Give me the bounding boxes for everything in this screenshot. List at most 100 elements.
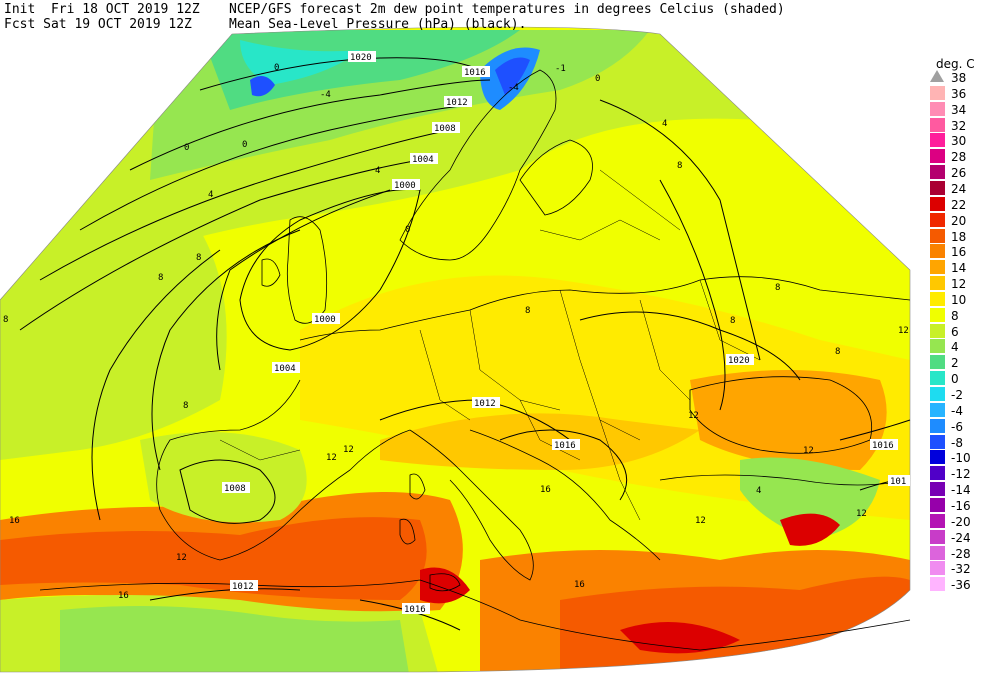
legend-label: -16 bbox=[951, 498, 971, 513]
fcst-line: Fcst Sat 19 OCT 2019 12Z bbox=[4, 18, 192, 32]
isobar-label: 1020 bbox=[728, 356, 750, 366]
legend-label: 22 bbox=[951, 197, 967, 212]
dewpoint-label: 4 bbox=[756, 486, 761, 496]
legend-swatch bbox=[930, 196, 945, 211]
isobar-label: 1008 bbox=[224, 484, 246, 494]
legend-label: 8 bbox=[951, 308, 959, 323]
legend-label: 10 bbox=[951, 292, 967, 307]
init-label: Init bbox=[4, 2, 36, 17]
legend-label: -2 bbox=[951, 388, 963, 402]
legend-swatch bbox=[930, 291, 945, 306]
legend-swatch bbox=[930, 212, 945, 227]
dewpoint-label: 8 bbox=[183, 401, 188, 411]
legend-swatch bbox=[930, 434, 945, 449]
dewpoint-label: 0 bbox=[595, 74, 600, 84]
dewpoint-label: 12 bbox=[856, 509, 867, 519]
dewpoint-label-group: 0 -4 0 -4 -1 0 0 0 4 4 4 8 8 8 8 8 8 8 8… bbox=[3, 63, 909, 601]
dewpoint-label: -4 bbox=[508, 83, 519, 93]
legend-swatch bbox=[930, 402, 945, 417]
dewpoint-label: 8 bbox=[835, 347, 840, 357]
isobar-label: 1016 bbox=[554, 441, 576, 451]
legend-label: 36 bbox=[951, 86, 967, 101]
isobars bbox=[19, 57, 911, 631]
legend-swatch bbox=[930, 545, 945, 560]
legend-title: deg. C bbox=[936, 57, 975, 71]
legend-swatch bbox=[930, 133, 945, 148]
legend-label: 26 bbox=[951, 166, 967, 181]
dewpoint-label: 12 bbox=[898, 326, 909, 336]
isobar-label: 1016 bbox=[404, 605, 426, 615]
legend-swatch bbox=[930, 418, 945, 433]
legend-swatch bbox=[930, 165, 945, 180]
isobar-label: 1012 bbox=[446, 98, 468, 108]
legend-label: 0 bbox=[951, 372, 959, 387]
legend-overflow-arrow-icon bbox=[930, 70, 944, 82]
init-value: Fri 18 OCT 2019 12Z bbox=[50, 2, 200, 17]
dewpoint-label: 16 bbox=[9, 516, 20, 526]
isobar-label: 101 bbox=[890, 477, 906, 487]
country-borders bbox=[219, 169, 761, 521]
dewpoint-label: 16 bbox=[540, 485, 551, 495]
legend-label: 24 bbox=[951, 181, 967, 196]
legend-label: -4 bbox=[951, 403, 963, 418]
legend-swatch bbox=[930, 149, 945, 164]
dewpoint-label: 0 bbox=[184, 143, 189, 153]
legend-swatch bbox=[930, 228, 945, 243]
dewpoint-label: 8 bbox=[196, 253, 201, 263]
dewpoint-label: 8 bbox=[525, 306, 530, 316]
legend-swatch bbox=[930, 323, 945, 338]
legend-swatch bbox=[930, 561, 945, 576]
isobar-label: 1004 bbox=[412, 155, 434, 165]
legend-swatch bbox=[930, 387, 945, 401]
legend-label: -10 bbox=[951, 451, 971, 466]
dewpoint-label: 8 bbox=[3, 315, 8, 325]
legend-swatch bbox=[930, 244, 945, 259]
isobar-label: 1000 bbox=[314, 315, 336, 325]
isobar-label: 1004 bbox=[274, 364, 296, 374]
dewpoint-label: 8 bbox=[730, 316, 735, 326]
dewpoint-label: -4 bbox=[320, 90, 331, 100]
legend-label: -36 bbox=[951, 578, 971, 593]
dewpoint-label: 0 bbox=[274, 63, 279, 73]
legend-label: 18 bbox=[951, 229, 967, 244]
isobar-label-group: 1020 1016 1012 1008 1004 1000 1000 1004 … bbox=[222, 51, 910, 615]
isobar-label: 1000 bbox=[394, 181, 416, 191]
dewpoint-label: 8 bbox=[677, 161, 682, 171]
map-subtitle: Mean Sea-Level Pressure (hPa) (black). bbox=[229, 17, 527, 32]
legend-label: -32 bbox=[951, 562, 971, 577]
map-title: NCEP/GFS forecast 2m dew point temperatu… bbox=[229, 2, 785, 17]
legend-label: 30 bbox=[951, 134, 967, 149]
isobar-label: 1016 bbox=[464, 68, 486, 78]
dewpoint-label: 12 bbox=[695, 516, 706, 526]
legend-label: 38 bbox=[951, 71, 967, 85]
dewpoint-label: 12 bbox=[326, 453, 337, 463]
isobar-label: 1020 bbox=[350, 53, 372, 63]
legend-swatch bbox=[930, 276, 945, 291]
legend-label: 6 bbox=[951, 324, 959, 339]
fcst-value: Sat 19 OCT 2019 12Z bbox=[43, 17, 192, 32]
dewpoint-label: 12 bbox=[343, 445, 354, 455]
legend-swatch bbox=[930, 450, 945, 465]
legend-label: -12 bbox=[951, 467, 971, 482]
legend-label: -6 bbox=[951, 419, 963, 434]
dewpoint-label: 8 bbox=[775, 283, 780, 293]
dewpoint-label: 12 bbox=[803, 446, 814, 456]
legend-swatch bbox=[930, 371, 945, 386]
fcst-label: Fcst bbox=[4, 17, 36, 32]
legend-label: 16 bbox=[951, 245, 967, 260]
dewpoint-label: 0 bbox=[242, 140, 247, 150]
init-line: Init Fri 18 OCT 2019 12Z bbox=[4, 3, 200, 17]
legend-label: 20 bbox=[951, 213, 967, 228]
isobar-label: 1016 bbox=[872, 441, 894, 451]
dewpoint-label: 8 bbox=[158, 273, 163, 283]
isobar-label: 1012 bbox=[232, 582, 254, 592]
dewpoint-label: 0 bbox=[405, 225, 410, 235]
legend-label: 14 bbox=[951, 261, 967, 276]
legend-label: -8 bbox=[951, 435, 963, 450]
isobar-label: 1012 bbox=[474, 399, 496, 409]
dewpoint-label: 4 bbox=[208, 190, 213, 200]
legend-swatch bbox=[930, 466, 945, 481]
dewpoint-label: 16 bbox=[118, 591, 129, 601]
